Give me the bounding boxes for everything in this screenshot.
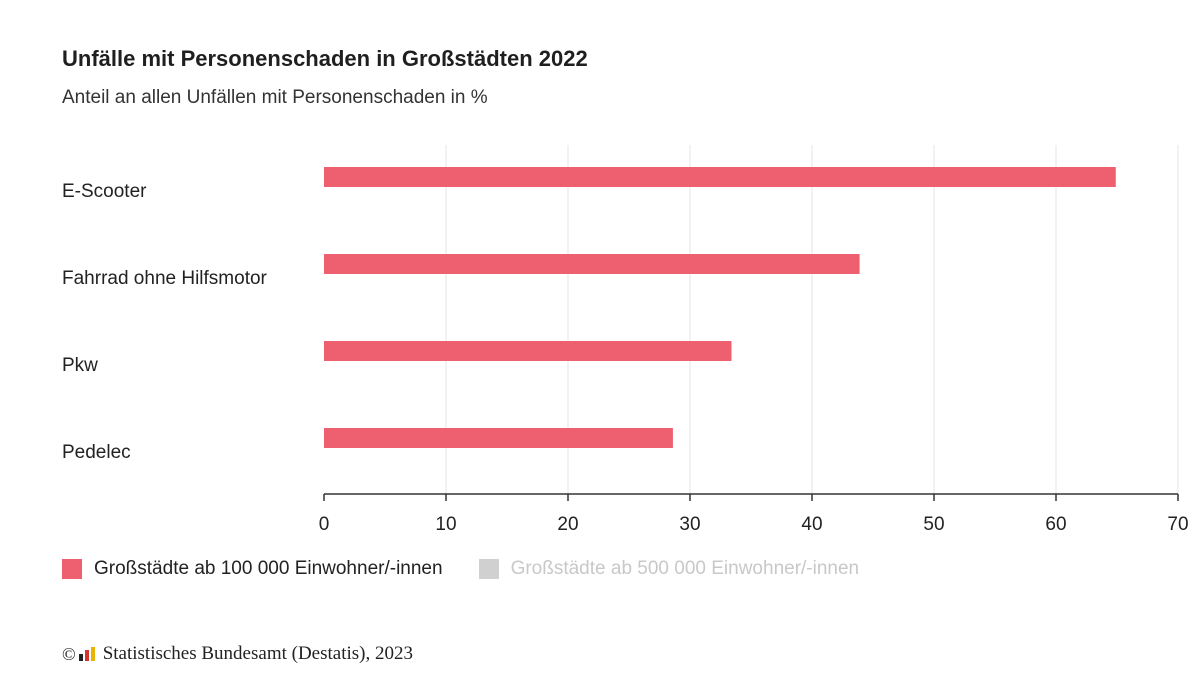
x-tick-label-40: 40 <box>801 514 822 535</box>
x-tick-label-30: 30 <box>679 514 700 535</box>
source-note: © Statistisches Bundesamt (Destatis), 20… <box>62 643 413 665</box>
legend-swatch-series-2 <box>478 559 499 579</box>
x-tick-label-70: 70 <box>1167 514 1188 535</box>
legend-item-series-2[interactable]: Großstädte ab 500 000 Einwohner/-innen <box>478 558 860 580</box>
x-tick-label-0: 0 <box>319 514 330 535</box>
destatis-logo-icon <box>78 647 97 661</box>
legend-label-series-1: Großstädte ab 100 000 Einwohner/-innen <box>94 558 443 579</box>
legend-swatch-series-1 <box>62 559 82 579</box>
x-tick-label-60: 60 <box>1045 514 1066 535</box>
bar-2 <box>324 341 732 361</box>
source-text: Statistisches Bundesamt (Destatis), 2023 <box>102 643 413 664</box>
chart-title: Unfälle mit Personenschaden in Großstädt… <box>62 46 588 71</box>
bar-3 <box>324 428 673 448</box>
bar-chart: E-Scooter Fahrrad ohne Hilfsmotor Pkw Pedel… <box>62 145 1189 535</box>
legend: Großstädte ab 100 000 Einwohner/-innen G… <box>62 558 895 580</box>
copyright-symbol: © <box>62 643 76 664</box>
legend-label-series-2: Großstädte ab 500 000 Einwohner/-innen <box>510 558 860 579</box>
category-label-1: Fahrrad ohne Hilfsmotor <box>62 268 268 289</box>
category-label-3: Pedelec <box>62 442 131 463</box>
chart-subtitle: Anteil an allen Unfällen mit Personensch… <box>62 87 488 108</box>
x-tick-label-50: 50 <box>923 514 944 535</box>
category-label-0: E-Scooter <box>62 181 147 202</box>
x-tick-label-20: 20 <box>557 514 578 535</box>
category-label-2: Pkw <box>62 355 98 376</box>
legend-item-series-1[interactable]: Großstädte ab 100 000 Einwohner/-innen <box>62 558 443 580</box>
bar-0 <box>324 167 1116 187</box>
bar-1 <box>324 254 860 274</box>
x-tick-label-10: 10 <box>435 514 456 535</box>
